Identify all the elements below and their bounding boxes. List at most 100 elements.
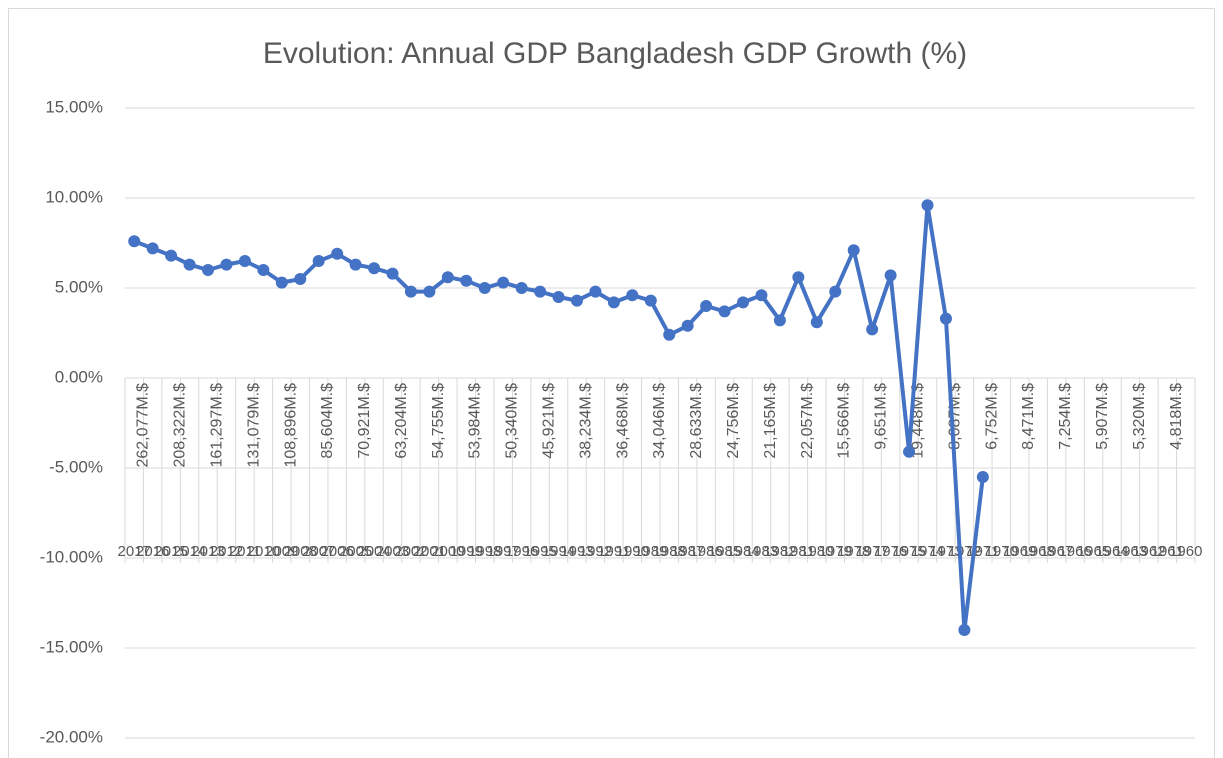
- x-tick-label: 2017: [118, 543, 151, 560]
- data-point: [238, 255, 251, 267]
- data-point: [294, 273, 307, 285]
- x-tick-label: 2000: [431, 543, 464, 560]
- y-tick-label: 0.00%: [55, 367, 103, 386]
- x-tick-label: 1987: [671, 543, 704, 560]
- x-tick-label: 2008: [284, 543, 317, 560]
- x-tick-label: 1996: [505, 543, 538, 560]
- gdp-label: 5,320M.$: [1131, 383, 1148, 450]
- data-point: [700, 300, 713, 312]
- x-tick-label: 1967: [1040, 543, 1073, 560]
- data-point: [792, 271, 805, 284]
- gdp-label: 28,633M.$: [688, 383, 705, 459]
- x-tick-label: 1988: [653, 543, 686, 560]
- data-point: [755, 289, 768, 302]
- x-tick-label: 1969: [1003, 543, 1036, 560]
- x-tick-label: 1978: [837, 543, 870, 560]
- gdp-label: 9,651M.$: [873, 383, 890, 450]
- x-tick-label: 2004: [357, 543, 390, 560]
- data-point: [404, 285, 417, 298]
- data-point: [607, 296, 620, 309]
- x-tick-label: 1985: [708, 543, 741, 560]
- gdp-label: 6,752M.$: [983, 383, 1000, 450]
- gdp-label: 262,077M.$: [135, 383, 152, 468]
- data-point: [958, 624, 971, 636]
- gdp-label: 7,254M.$: [1057, 383, 1074, 450]
- data-point: [626, 289, 639, 302]
- x-tick-label: 1976: [874, 543, 907, 560]
- gdp-label: 70,921M.$: [356, 383, 373, 459]
- x-tick-label: 1999: [450, 543, 483, 560]
- x-tick-label: 2015: [154, 543, 187, 560]
- data-point: [939, 312, 952, 325]
- data-point: [478, 282, 491, 294]
- x-tick-label: 1984: [726, 543, 759, 560]
- x-tick-label: 1989: [634, 543, 667, 560]
- gdp-label: 53,984M.$: [467, 383, 484, 459]
- data-point: [866, 323, 879, 336]
- x-tick-label: 1962: [1132, 543, 1165, 560]
- data-point: [884, 269, 897, 282]
- gdp-label: 22,057M.$: [799, 383, 816, 459]
- data-point: [552, 291, 565, 303]
- gdp-label: 38,234M.$: [577, 383, 594, 459]
- y-tick-label: 10.00%: [45, 187, 103, 206]
- data-point: [349, 258, 362, 271]
- data-point: [460, 274, 473, 287]
- x-tick-label: 2007: [302, 543, 335, 560]
- gdp-label: 161,297M.$: [208, 383, 225, 468]
- data-point: [644, 294, 657, 307]
- gdp-label: 8,471M.$: [1020, 383, 1037, 450]
- x-tick-label: 1991: [597, 543, 630, 560]
- y-tick-label: -20.00%: [40, 727, 103, 746]
- gdp-label: 4,818M.$: [1168, 383, 1185, 450]
- x-tick-label: 1990: [616, 543, 649, 560]
- data-point: [331, 247, 344, 260]
- data-point: [570, 294, 583, 307]
- x-tick-label: 2003: [376, 543, 409, 560]
- data-point: [903, 445, 916, 458]
- x-tick-label: 2001: [413, 543, 446, 560]
- data-point: [386, 267, 399, 280]
- x-tick-label: 2002: [394, 543, 427, 560]
- data-point: [681, 319, 694, 332]
- data-point: [718, 305, 731, 318]
- x-tick-label: 1979: [819, 543, 852, 560]
- x-tick-label: 1960: [1169, 543, 1202, 560]
- x-tick-label: 2011: [229, 543, 261, 560]
- x-tick-label: 1961: [1151, 543, 1184, 560]
- x-tick-label: 1994: [542, 543, 575, 560]
- x-tick-label: 1997: [487, 543, 520, 560]
- data-point: [534, 285, 547, 298]
- data-point: [497, 276, 510, 289]
- x-tick-label: 2014: [173, 543, 206, 560]
- gdp-label: 5,907M.$: [1094, 383, 1111, 450]
- x-tick-label: 2009: [265, 543, 298, 560]
- gdp-label: 85,604M.$: [319, 383, 336, 459]
- data-point: [220, 258, 233, 271]
- data-point: [423, 285, 436, 298]
- gdp-label: 131,079M.$: [245, 383, 262, 468]
- gdp-label: 21,165M.$: [762, 383, 779, 459]
- data-point: [663, 328, 676, 341]
- x-tick-label: 1977: [855, 543, 888, 560]
- x-tick-label: 1982: [763, 543, 796, 560]
- x-tick-label: 1975: [892, 543, 925, 560]
- x-tick-label: 1992: [579, 543, 612, 560]
- data-point: [202, 264, 215, 276]
- y-tick-label: 15.00%: [45, 97, 103, 116]
- x-tick-label: 1995: [523, 543, 556, 560]
- x-tick-label: 2005: [339, 543, 372, 560]
- y-tick-label: 5.00%: [55, 277, 103, 296]
- x-tick-label: 2010: [247, 543, 280, 560]
- x-tick-label: 1981: [782, 543, 815, 560]
- data-point: [847, 244, 860, 257]
- data-point: [128, 235, 141, 248]
- data-point: [829, 285, 842, 298]
- x-tick-label: 1965: [1077, 543, 1110, 560]
- chart-title: Evolution: Annual GDP Bangladesh GDP Gro…: [263, 37, 967, 70]
- x-tick-label: 1963: [1114, 543, 1147, 560]
- gdp-label: 15,566M.$: [836, 383, 853, 459]
- data-point: [810, 316, 823, 329]
- gdp-label: 50,340M.$: [504, 383, 521, 459]
- data-point: [441, 271, 454, 284]
